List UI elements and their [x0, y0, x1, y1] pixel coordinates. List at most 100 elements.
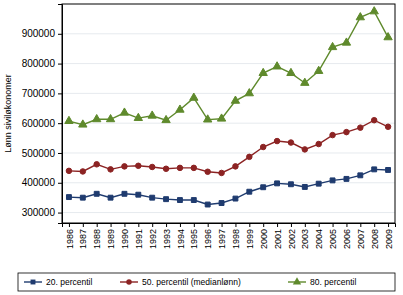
x-tick-label: 1989 — [106, 229, 116, 249]
y-tick-mark — [58, 183, 62, 184]
series-marker — [245, 89, 253, 96]
legend-marker — [293, 277, 301, 284]
x-tick-label: 2006 — [342, 229, 352, 249]
x-tick-mark — [277, 223, 278, 227]
series-marker — [344, 129, 350, 135]
series-marker — [302, 147, 308, 153]
x-tick: 2005 — [328, 223, 338, 249]
legend-entry: 80. percentil — [288, 277, 356, 287]
series-marker — [217, 114, 225, 121]
y-tick-label: 900000 — [22, 28, 56, 39]
grid-line — [62, 212, 395, 213]
x-tick-label: 1986 — [65, 229, 75, 249]
series-marker — [136, 192, 141, 197]
series-marker — [273, 62, 281, 69]
series-marker — [274, 138, 280, 144]
x-axis: 1986198719881989199019911992199319941995… — [63, 223, 396, 249]
series-marker — [247, 154, 253, 160]
x-tick: 1994 — [176, 223, 186, 249]
plot-area: 3000004000005000006000007000008000009000… — [22, 4, 396, 249]
y-tick: 800000 — [22, 58, 62, 69]
series-marker — [190, 93, 198, 100]
series-marker — [66, 195, 71, 200]
x-tick-mark — [97, 223, 98, 227]
x-tick-mark — [374, 223, 375, 227]
series-marker — [233, 196, 238, 201]
plot-background — [62, 4, 395, 223]
series-line — [69, 169, 388, 204]
x-tick-mark — [291, 223, 292, 227]
series-marker — [287, 68, 295, 75]
x-tick-mark — [152, 223, 153, 227]
grid-line — [62, 152, 395, 153]
series-marker — [384, 33, 392, 40]
x-tick: 1987 — [78, 223, 88, 249]
x-tick: 1990 — [120, 223, 130, 249]
x-tick-mark — [360, 223, 361, 227]
series-marker — [204, 115, 212, 122]
series-marker — [330, 178, 335, 183]
x-tick: 1998 — [231, 223, 241, 249]
x-tick-mark — [249, 223, 250, 227]
x-tick-mark — [208, 223, 209, 227]
series-marker — [108, 195, 113, 200]
series-marker — [106, 115, 114, 122]
x-tick: 1992 — [148, 223, 158, 249]
x-tick-label: 1988 — [92, 229, 102, 249]
x-tick-mark — [166, 223, 167, 227]
series-marker — [150, 195, 155, 200]
x-tick-mark — [180, 223, 181, 227]
plot-frame — [62, 4, 395, 223]
series-marker — [356, 13, 364, 20]
x-tick: 1988 — [92, 223, 102, 249]
x-tick-mark — [124, 223, 125, 227]
x-tick-mark — [222, 223, 223, 227]
x-tick-mark — [346, 223, 347, 227]
series-marker — [260, 144, 266, 150]
legend: 20. percentil 50. percentil (medianlønn) 8… — [18, 273, 395, 291]
x-tick: 2008 — [370, 223, 380, 249]
chart: 3000004000005000006000007000008000009000… — [0, 0, 403, 295]
x-tick: 2000 — [259, 223, 269, 249]
y-tick: 400000 — [22, 177, 62, 188]
y-tick-label: 500000 — [22, 148, 56, 159]
legend-label: 20. percentil — [46, 277, 92, 287]
series-marker — [330, 132, 336, 138]
x-tick-label: 2003 — [300, 229, 310, 249]
x-tick-label: 1987 — [78, 229, 88, 249]
series-marker — [288, 140, 294, 146]
x-tick-mark — [83, 223, 84, 227]
x-tick: 2007 — [356, 223, 366, 249]
y-tick: 700000 — [22, 88, 62, 99]
x-tick-label: 2002 — [287, 229, 297, 249]
series-marker — [148, 111, 156, 118]
series-marker — [315, 66, 323, 73]
series-marker — [122, 164, 128, 170]
series-marker — [80, 195, 85, 200]
series-marker — [275, 181, 280, 186]
x-tick-mark — [305, 223, 306, 227]
y-tick: 500000 — [22, 148, 62, 159]
x-tick-label: 2008 — [370, 229, 380, 249]
series-marker — [386, 168, 391, 173]
series-line — [69, 11, 388, 124]
legend-label: 50. percentil (medianlønn) — [142, 277, 241, 287]
legend-marker — [126, 279, 132, 285]
series-line — [69, 120, 388, 173]
series-marker — [328, 42, 336, 49]
series-marker — [219, 170, 225, 176]
x-tick-label: 1993 — [162, 229, 172, 249]
series-marker — [261, 185, 266, 190]
series-marker — [177, 165, 183, 171]
x-tick-mark — [263, 223, 264, 227]
series-marker — [301, 78, 309, 85]
x-tick-label: 1997 — [217, 229, 227, 249]
series-marker — [205, 202, 210, 207]
series-marker — [80, 169, 86, 175]
grid-line — [62, 123, 395, 124]
series-marker — [344, 176, 349, 181]
grid-line — [62, 33, 395, 34]
series-marker — [205, 169, 211, 175]
x-tick-mark — [138, 223, 139, 227]
x-tick-mark — [111, 223, 112, 227]
